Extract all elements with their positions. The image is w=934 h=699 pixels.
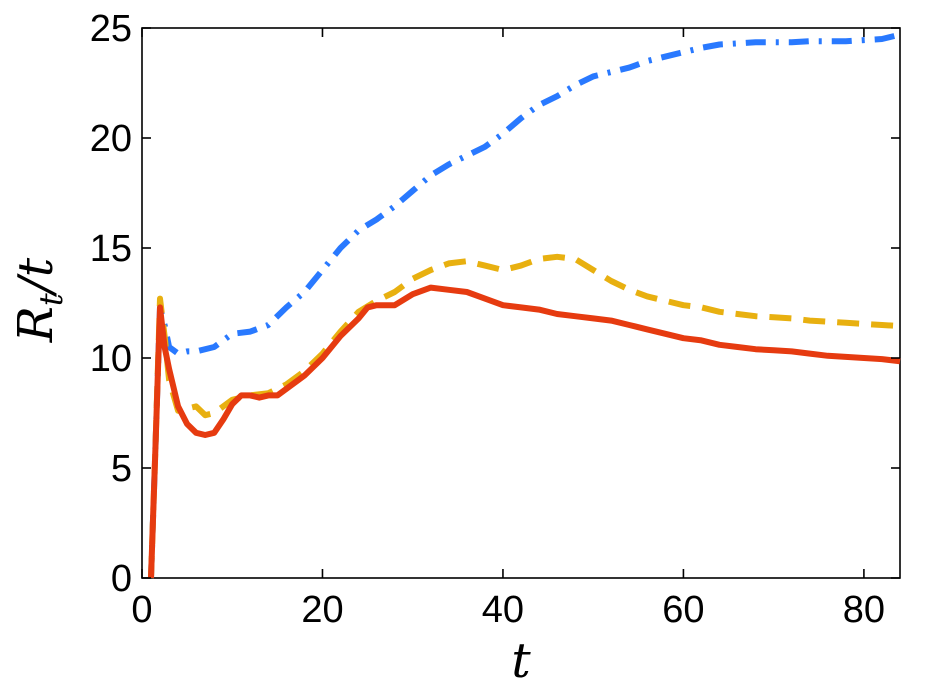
y-tick-label: 25 bbox=[90, 8, 132, 50]
y-axis-label-suffix: /t bbox=[8, 257, 64, 297]
x-axis-label: t bbox=[511, 633, 531, 689]
y-tick-label: 15 bbox=[90, 228, 132, 270]
x-tick-label: 80 bbox=[843, 589, 885, 631]
y-axis-label-main: R bbox=[8, 306, 64, 343]
y-tick-label: 0 bbox=[111, 558, 132, 600]
y-tick-label: 5 bbox=[111, 448, 132, 490]
label-layer: 0 20 40 60 80 0 5 10 15 20 25 bbox=[90, 8, 885, 631]
plot-frame bbox=[141, 27, 901, 579]
y-axis-label-subscript: t bbox=[32, 293, 70, 306]
series-layer bbox=[148, 31, 901, 579]
x-tick-label: 20 bbox=[301, 589, 343, 631]
series-line-2 bbox=[148, 253, 901, 579]
x-tick-label: 60 bbox=[662, 589, 704, 631]
tick-layer bbox=[141, 27, 900, 579]
series-line-1 bbox=[148, 31, 901, 579]
series-line-3 bbox=[148, 284, 901, 579]
x-tick-label: 40 bbox=[482, 589, 524, 631]
y-axis-label: Rt/t bbox=[8, 257, 70, 343]
x-tick-label: 0 bbox=[131, 589, 152, 631]
y-tick-label: 20 bbox=[90, 118, 132, 160]
y-tick-label: 10 bbox=[90, 338, 132, 380]
